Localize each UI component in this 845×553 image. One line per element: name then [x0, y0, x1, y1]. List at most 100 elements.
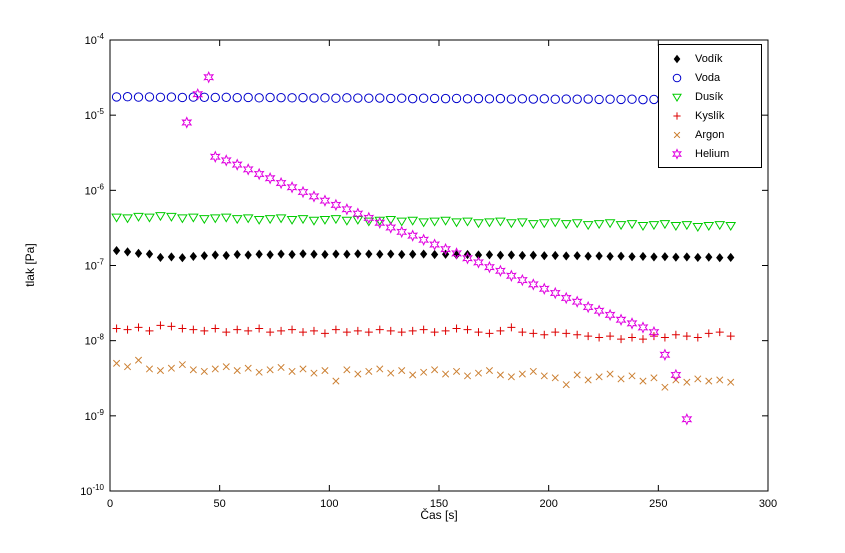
marker-diamond [540, 251, 548, 261]
marker-x [123, 363, 132, 371]
marker-diamond [310, 249, 318, 259]
legend-marker-diamond-icon [673, 54, 681, 63]
marker-diamond [694, 252, 702, 263]
marker-diamond [650, 252, 658, 262]
marker-triangle-down [209, 214, 221, 224]
marker-hexagram [451, 247, 462, 260]
marker-plus [496, 326, 505, 335]
marker-x [200, 367, 208, 375]
marker-diamond [551, 250, 559, 261]
marker-hexagram [670, 368, 682, 382]
marker-plus [408, 326, 417, 335]
marker-x [463, 372, 472, 380]
legend-label: Voda [695, 71, 721, 84]
marker-x [343, 366, 351, 374]
marker-x [705, 377, 713, 385]
marker-plus [244, 326, 253, 335]
marker-triangle-down [615, 221, 627, 231]
y-tick-label: 10-9 [85, 408, 105, 423]
x-tick-label: 100 [320, 498, 338, 510]
marker-triangle-down [495, 217, 506, 227]
marker-triangle-down [155, 212, 166, 222]
marker-diamond [420, 249, 428, 259]
marker-circle [320, 93, 330, 103]
marker-hexagram [440, 242, 451, 256]
marker-hexagram [275, 176, 287, 190]
marker-hexagram [308, 190, 320, 203]
marker-plus [430, 328, 439, 337]
marker-diamond [474, 250, 483, 260]
marker-hexagram [181, 116, 193, 129]
marker-plus [551, 328, 560, 337]
marker-plus [540, 330, 549, 339]
marker-x [540, 372, 548, 380]
marker-circle [418, 93, 429, 103]
marker-circle [605, 94, 615, 104]
marker-hexagram [473, 256, 484, 269]
marker-diamond [288, 249, 296, 260]
marker-hexagram [363, 211, 375, 225]
marker-circle [561, 94, 571, 104]
marker-diamond [244, 250, 252, 260]
marker-x [409, 371, 417, 379]
marker-plus [222, 328, 231, 337]
marker-circle [627, 94, 637, 104]
marker-x [145, 365, 154, 373]
marker-diamond [507, 250, 516, 260]
marker-diamond [222, 250, 230, 261]
marker-plus [507, 323, 516, 332]
marker-triangle-down [549, 218, 561, 228]
marker-diamond [409, 249, 417, 259]
marker-x [485, 367, 494, 375]
legend-marker-hexagram-icon [672, 147, 682, 160]
marker-triangle-down [363, 217, 375, 227]
marker-hexagram [637, 321, 649, 334]
marker-x [518, 370, 526, 378]
marker-diamond [255, 249, 263, 259]
marker-diamond [705, 252, 713, 262]
marker-x [233, 367, 241, 375]
marker-circle [155, 92, 166, 102]
marker-hexagram [549, 286, 561, 300]
marker-hexagram [672, 147, 682, 160]
marker-circle [407, 93, 418, 104]
marker-plus [375, 325, 384, 334]
marker-hexagram [681, 413, 693, 426]
marker-triangle-down [319, 215, 331, 225]
marker-plus [673, 111, 681, 120]
marker-diamond [211, 250, 219, 260]
marker-circle [111, 92, 122, 102]
marker-diamond [639, 251, 647, 262]
marker-circle [375, 93, 385, 103]
marker-triangle-down [352, 215, 364, 225]
marker-diamond [683, 252, 691, 262]
legend-label: Helium [695, 147, 730, 160]
marker-triangle-down [429, 217, 440, 227]
marker-diamond [661, 252, 669, 262]
marker-plus [660, 333, 669, 342]
marker-triangle-down [462, 217, 473, 227]
marker-plus [299, 328, 308, 337]
marker-hexagram [220, 154, 232, 167]
marker-x [288, 367, 296, 375]
marker-triangle-down [637, 222, 649, 232]
marker-triangle-down [473, 219, 484, 229]
marker-plus [638, 335, 647, 344]
marker-circle [210, 92, 220, 103]
marker-plus [288, 325, 297, 334]
x-axis-label: Čas [s] [420, 508, 458, 522]
marker-x [595, 373, 603, 381]
marker-triangle-down [297, 215, 309, 225]
legend-label: Kyslík [695, 109, 725, 122]
marker-x [606, 370, 614, 378]
marker-diamond [496, 250, 505, 260]
marker-triangle-down [187, 213, 199, 223]
marker-circle [243, 92, 253, 103]
marker-x [673, 131, 681, 138]
marker-x [266, 366, 274, 374]
marker-x [694, 375, 702, 383]
marker-diamond [376, 249, 384, 259]
marker-circle [166, 92, 177, 102]
marker-circle [254, 93, 264, 103]
marker-triangle-down [341, 216, 353, 226]
